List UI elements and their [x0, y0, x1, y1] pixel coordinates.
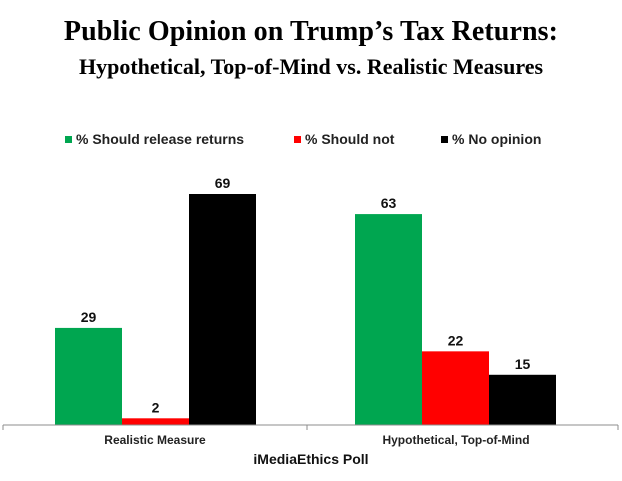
legend-item-should-release: % Should release returns [65, 131, 244, 147]
legend-item-should-not: % Should not [294, 131, 394, 147]
category-label-hypothetical: Hypothetical, Top-of-Mind [382, 433, 529, 447]
bars-group [55, 194, 556, 425]
legend-swatch-should-not [294, 135, 301, 143]
chart-subtitle: Hypothetical, Top-of-Mind vs. Realistic … [78, 54, 544, 79]
data-label-hypothetical-top-of-mind-no-opinion: 15 [515, 356, 531, 372]
data-label-hypothetical-top-of-mind-should-not: 22 [448, 332, 464, 348]
data-label-hypothetical-top-of-mind-should-release-returns: 63 [381, 195, 397, 211]
x-axis-title: iMediaEthics Poll [253, 451, 368, 467]
bar-realistic-measure-no-opinion [189, 194, 256, 425]
legend-label-should-not: % Should not [305, 131, 395, 147]
legend-swatch-should-release [65, 135, 72, 143]
data-label-realistic-measure-should-not: 2 [152, 399, 160, 415]
legend-label-no-opinion: % No opinion [452, 131, 542, 147]
legend-swatch-no-opinion [441, 135, 448, 143]
bar-realistic-measure-should-release-returns [55, 327, 122, 425]
category-label-realistic: Realistic Measure [104, 433, 206, 447]
bar-hypothetical-top-of-mind-should-not [422, 351, 489, 425]
data-label-realistic-measure-should-release-returns: 29 [81, 309, 97, 325]
data-label-realistic-measure-no-opinion: 69 [215, 175, 231, 191]
chart-title: Public Opinion on Trump’s Tax Returns: [63, 16, 559, 47]
bar-realistic-measure-should-not [122, 418, 189, 425]
bar-hypothetical-top-of-mind-should-release-returns [355, 214, 422, 425]
legend-label-should-release: % Should release returns [76, 131, 245, 147]
legend-item-no-opinion: % No opinion [441, 131, 541, 147]
bar-hypothetical-top-of-mind-no-opinion [489, 374, 556, 425]
data-labels-group: 29 2 69 63 22 15 [81, 175, 531, 415]
